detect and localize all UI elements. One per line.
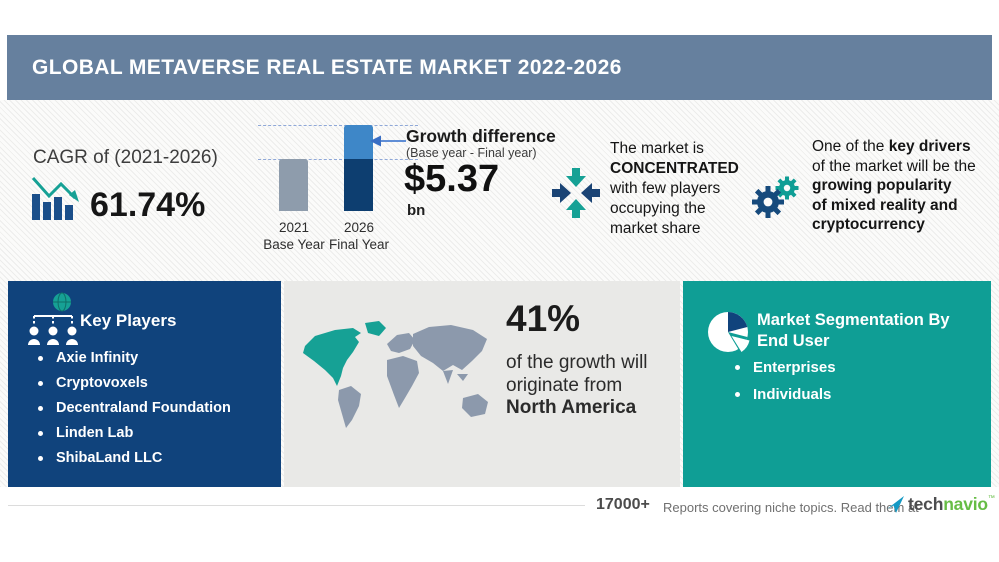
market-concentration-text: The market is CONCENTRATED with few play… — [610, 139, 750, 239]
dashed-gridline-bottom — [258, 159, 418, 160]
drivers-line-5: cryptocurrency — [812, 216, 925, 233]
concentration-line: with few players — [610, 180, 721, 197]
growth-difference-unit: bn — [407, 202, 426, 219]
region-line-2: originate from — [506, 374, 623, 396]
region-name: North America — [506, 397, 637, 418]
growth-difference-title: Growth difference — [406, 126, 556, 146]
bar-sublabel-2026: Final Year — [328, 237, 390, 252]
bar-label-2026: 2026 — [343, 220, 375, 235]
bullet-icon — [38, 405, 43, 411]
segmentation-title-line1: Market Segmentation By — [757, 311, 950, 329]
region-growth-panel: 41% of the growth will originate from No… — [284, 281, 680, 487]
bar-2026-growth-segment — [344, 125, 373, 159]
drivers-line-1: One of the key drivers — [812, 137, 994, 157]
dashed-gridline-top — [258, 125, 418, 126]
key-players-list: Axie Infinity Cryptovoxels Decentraland … — [38, 350, 231, 475]
bullet-icon — [38, 355, 43, 361]
region-growth-value: 41% — [506, 298, 581, 339]
cagr-value: 61.74% — [90, 186, 206, 224]
bar-label-2021: 2021 — [278, 220, 310, 235]
bar-chart-trend-icon — [31, 177, 79, 220]
growth-difference-value: $5.37 — [404, 158, 500, 200]
drivers-line1-bold: key drivers — [888, 138, 971, 155]
growth-bar-chart: 2021 Base Year 2026 Final Year — [252, 112, 422, 252]
list-item: Individuals — [735, 386, 836, 403]
bullet-icon — [735, 392, 740, 397]
page-title: GLOBAL METAVERSE REAL ESTATE MARKET 2022… — [32, 55, 622, 79]
concentration-line: occupying the — [610, 200, 706, 217]
segment-name: Individuals — [753, 386, 832, 403]
bar-2026 — [344, 125, 373, 211]
list-item: ShibaLand LLC — [38, 450, 231, 466]
footer-text: Reports covering niche topics. Read them… — [663, 500, 919, 515]
reports-count: 17000+ — [596, 496, 650, 513]
concentration-line: The market is — [610, 140, 704, 157]
list-item: Enterprises — [735, 359, 836, 376]
bullet-icon — [735, 365, 740, 370]
bar-2021 — [279, 159, 308, 211]
drivers-line-4: of mixed reality and — [812, 196, 958, 214]
key-players-title: Key Players — [80, 311, 177, 330]
segmentation-title: Market Segmentation By End User — [757, 310, 950, 352]
segmentation-title-line2: End User — [757, 332, 830, 350]
list-item: Decentraland Foundation — [38, 400, 231, 416]
cagr-label: CAGR of (2021-2026) — [33, 147, 218, 168]
key-drivers-text: One of the key drivers of the market wil… — [812, 137, 994, 235]
bullet-icon — [38, 430, 43, 436]
bar-sublabel-2021: Base Year — [263, 237, 325, 252]
list-item: Linden Lab — [38, 425, 231, 441]
growth-difference-subtitle: (Base year - Final year) — [406, 146, 537, 160]
list-item: Cryptovoxels — [38, 375, 231, 391]
segment-name: Enterprises — [753, 359, 836, 376]
brand-text-dark: tech — [908, 494, 944, 514]
region-growth-text: of the growth will originate from North … — [506, 352, 648, 420]
drivers-line-3: growing popularity — [812, 177, 952, 194]
list-item: Axie Infinity — [38, 350, 231, 366]
bullet-icon — [38, 455, 43, 461]
converging-arrows-icon — [552, 168, 600, 218]
key-player-name: Linden Lab — [56, 425, 134, 441]
left-arrow-connector-icon — [370, 135, 406, 147]
gears-icon — [752, 176, 799, 218]
key-player-name: Axie Infinity — [56, 350, 139, 366]
trademark-symbol: ™ — [987, 495, 995, 502]
bar-2026-base-segment — [344, 159, 373, 211]
key-player-name: ShibaLand LLC — [56, 450, 163, 466]
key-player-name: Decentraland Foundation — [56, 400, 231, 416]
key-players-panel: Key Players Axie Infinity Cryptovoxels D… — [8, 281, 281, 487]
drivers-line-2: of the market will be the — [812, 157, 976, 175]
concentration-line: market share — [610, 220, 701, 237]
brand-text-green: navio — [943, 494, 988, 514]
org-people-globe-icon — [28, 292, 78, 345]
footer-divider — [8, 505, 585, 506]
segmentation-list: Enterprises Individuals — [735, 359, 836, 413]
technavio-arrow-icon — [887, 496, 904, 513]
drivers-line1-normal: One of the — [812, 138, 889, 155]
pie-chart-icon — [708, 312, 750, 352]
technavio-logo: tech navio ™ — [886, 494, 995, 515]
header-bar: GLOBAL METAVERSE REAL ESTATE MARKET 2022… — [7, 35, 992, 100]
world-map — [303, 321, 488, 428]
segmentation-panel: Market Segmentation By End User Enterpri… — [683, 281, 991, 487]
region-line-1: of the growth will — [506, 352, 648, 373]
bullet-icon — [38, 380, 43, 386]
key-player-name: Cryptovoxels — [56, 375, 148, 391]
concentration-line-bold: CONCENTRATED — [610, 160, 739, 177]
